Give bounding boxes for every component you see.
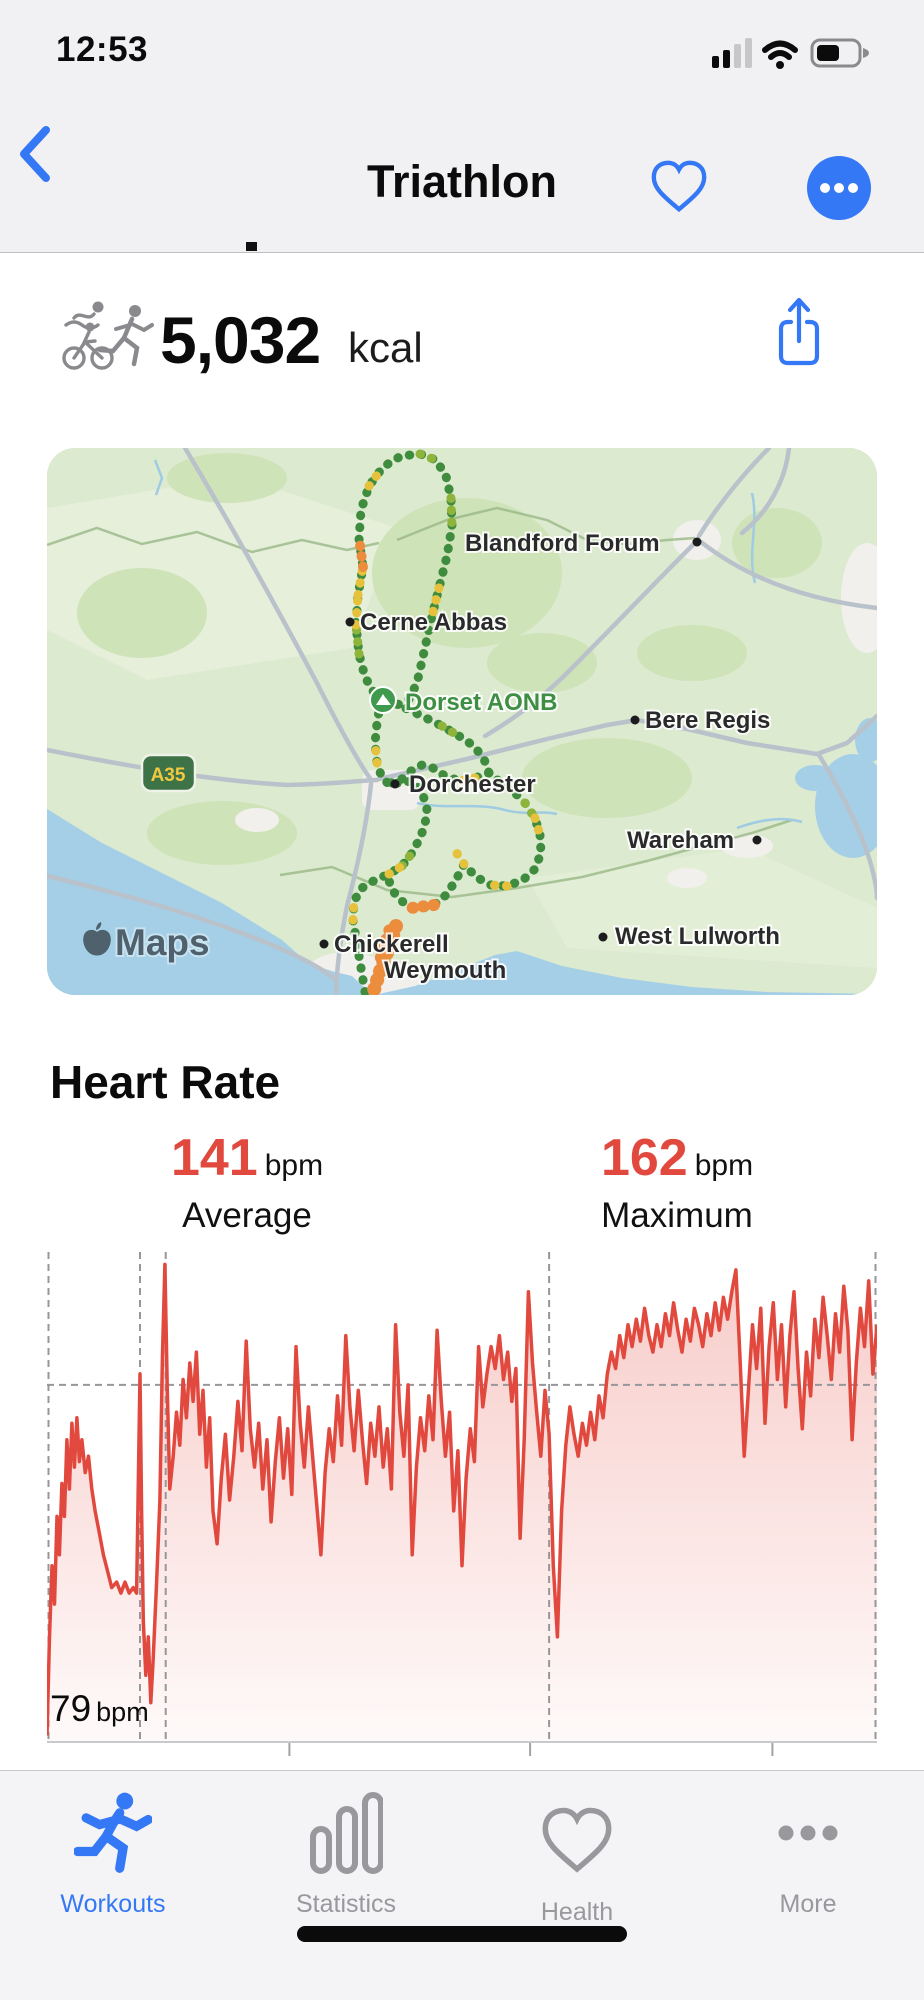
map-sea — [47, 809, 877, 995]
share-icon — [778, 297, 820, 366]
map-boundary — [47, 506, 793, 899]
tab-label: More — [779, 1890, 837, 1918]
apple-maps-logo: Maps — [83, 920, 212, 965]
home-indicator[interactable] — [297, 1926, 627, 1942]
page-title: Triathlon — [367, 156, 557, 207]
minimum-unit: bpm — [96, 1697, 149, 1727]
map-roads — [47, 448, 877, 995]
ellipsis-icon — [778, 1825, 838, 1841]
cellular-icon — [712, 38, 752, 68]
scrolled-text-fragment — [246, 242, 257, 251]
heart-rate-chart[interactable] — [47, 1248, 877, 1760]
heart-rate-average: 141 bpm Average — [127, 1128, 367, 1236]
minimum-annotation: 79 bpm — [50, 1688, 149, 1730]
svg-text:A35: A35 — [151, 765, 186, 786]
svg-text:Maps: Maps — [115, 922, 210, 963]
tab-health[interactable]: Health — [487, 1791, 667, 1927]
average-value: 141 — [170, 1129, 258, 1187]
tab-label: Statistics — [295, 1890, 397, 1918]
tab-label: Workouts — [60, 1890, 166, 1918]
heart-rate-area-fill — [47, 1264, 877, 1741]
wifi-icon — [762, 40, 798, 69]
map-label: Weymouth — [384, 957, 506, 984]
battery-icon — [810, 38, 869, 68]
average-unit: bpm — [264, 1149, 324, 1182]
map-place-dots — [319, 537, 762, 949]
tab-more[interactable]: More — [718, 1791, 898, 1919]
status-icons — [712, 38, 869, 69]
workout-route — [348, 449, 546, 995]
favorite-button[interactable] — [648, 158, 710, 216]
map-label: Dorchester — [409, 771, 536, 798]
map-label: Cerne Abbas — [360, 609, 507, 636]
heart-rate-maximum: 162 bpm Maximum — [557, 1128, 797, 1236]
runner-icon — [73, 1792, 153, 1873]
tab-bar: Workouts Statistics Health — [0, 1770, 924, 2000]
calories-value: 5,032 — [160, 303, 321, 377]
heart-outline-icon — [651, 160, 707, 213]
x-axis-ticks — [288, 1743, 774, 1756]
maximum-unit: bpm — [694, 1149, 754, 1182]
heart-icon — [542, 1807, 612, 1873]
map-label: Chickerell — [334, 931, 449, 958]
share-button[interactable] — [772, 294, 826, 372]
tab-label: Health — [540, 1898, 614, 1926]
header: 12:53 Triathlon — [0, 0, 924, 253]
a35-road-badge: A35 — [140, 753, 197, 793]
map-label: Blandford Forum — [465, 530, 660, 557]
dorset-aonb-badge: Dorset AONB — [369, 686, 559, 718]
status-time: 12:53 — [56, 30, 149, 69]
map-streams — [153, 459, 803, 830]
section-title-heart-rate: Heart Rate — [50, 1056, 281, 1108]
bar-chart-icon — [310, 1792, 384, 1874]
tab-statistics[interactable]: Statistics — [256, 1791, 436, 1919]
back-button[interactable] — [16, 126, 56, 182]
calories-unit: kcal — [348, 324, 423, 371]
map-label: Bere Regis — [645, 707, 770, 734]
more-options-button[interactable] — [806, 155, 872, 221]
map-label: Wareham — [627, 827, 734, 854]
maximum-value: 162 — [600, 1129, 688, 1187]
average-label: Average — [182, 1196, 312, 1235]
svg-text:Dorset AONB: Dorset AONB — [405, 689, 557, 716]
route-map[interactable]: A35 Dorset AONB Blandford Forum Cerne Ab… — [47, 448, 877, 995]
tab-workouts[interactable]: Workouts — [23, 1791, 203, 1919]
chevron-left-icon — [20, 126, 50, 182]
heart-rate-line — [47, 1262, 877, 1736]
maximum-label: Maximum — [601, 1196, 753, 1235]
triathlon-icon — [62, 301, 154, 370]
ellipsis-circle-icon — [807, 156, 871, 220]
minimum-value: 79 — [50, 1688, 92, 1729]
map-label: West Lulworth — [615, 923, 780, 950]
